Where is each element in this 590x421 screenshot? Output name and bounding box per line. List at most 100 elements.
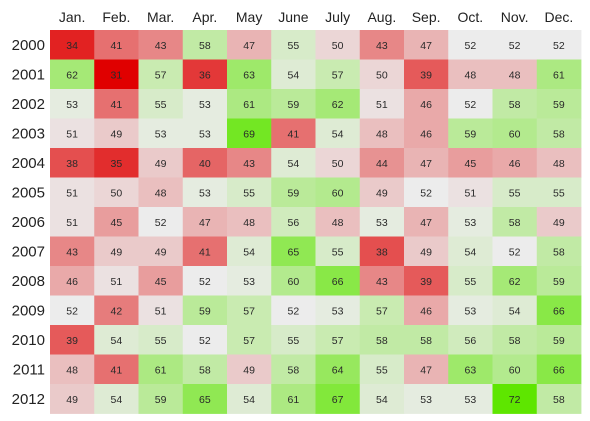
cell-value-label: 72 [509, 394, 521, 406]
cell-value-label: 59 [288, 187, 300, 199]
year-label: 2008 [12, 273, 45, 290]
heatmap-cell [448, 177, 493, 208]
cell-value-label: 52 [199, 335, 211, 347]
cell-value-label: 34 [66, 40, 78, 52]
heatmap-cell [182, 30, 228, 60]
month-label: Apr. [192, 9, 217, 25]
heatmap-cell [492, 384, 538, 414]
cell-value-label: 47 [420, 40, 432, 52]
heatmap-cell [182, 325, 228, 355]
cell-value-label: 53 [332, 305, 344, 317]
cell-value-label: 54 [243, 394, 255, 406]
cell-value-label: 31 [111, 69, 123, 81]
heatmap-cell [94, 59, 139, 90]
heatmap-cell [492, 354, 538, 385]
heatmap-cell [448, 384, 493, 414]
heatmap-cell [94, 89, 139, 119]
heatmap-cell [227, 207, 272, 237]
cell-value-label: 40 [199, 158, 211, 170]
cell-value-label: 52 [155, 217, 167, 229]
heatmap-cell [536, 30, 582, 60]
cell-value-label: 47 [420, 217, 432, 229]
cell-value-label: 41 [111, 99, 123, 111]
heatmap-cell [227, 325, 272, 355]
cell-value-label: 61 [553, 69, 565, 81]
cell-value-label: 54 [376, 394, 388, 406]
heatmap-cell [182, 148, 228, 178]
cell-value-label: 53 [199, 99, 211, 111]
cell-value-label: 54 [111, 394, 123, 406]
cell-value-label: 65 [199, 394, 211, 406]
month-label: May [236, 9, 262, 25]
cell-value-label: 56 [288, 217, 300, 229]
heatmap-cell [315, 266, 361, 296]
cell-value-label: 49 [155, 158, 167, 170]
cell-value-label: 66 [332, 276, 344, 288]
cell-value-label: 58 [288, 364, 300, 376]
heatmap-cell [271, 207, 316, 237]
heatmap-cell [271, 118, 316, 149]
heatmap-cell [492, 118, 538, 149]
heatmap-cell [448, 59, 493, 90]
month-label: Jan. [59, 9, 85, 25]
heatmap-cell [94, 177, 139, 208]
heatmap-cell [227, 118, 272, 149]
heatmap-cell [182, 295, 228, 326]
year-label: 2000 [12, 37, 45, 54]
cell-value-label: 49 [111, 128, 123, 140]
cell-value-label: 54 [111, 335, 123, 347]
cell-value-label: 39 [66, 335, 78, 347]
cell-value-label: 47 [199, 217, 211, 229]
year-label: 2012 [12, 391, 45, 408]
heatmap-cell [227, 236, 272, 267]
heatmap-cell [94, 148, 139, 178]
cell-value-label: 56 [465, 335, 477, 347]
cell-value-label: 64 [332, 364, 344, 376]
cell-value-label: 39 [420, 69, 432, 81]
cell-value-label: 47 [243, 40, 255, 52]
cell-value-label: 44 [376, 158, 388, 170]
heatmap-cell [182, 266, 228, 296]
cell-value-label: 43 [155, 40, 167, 52]
heatmap-cell [404, 354, 449, 385]
cell-value-label: 53 [199, 187, 211, 199]
cell-value-label: 45 [465, 158, 477, 170]
cell-value-label: 61 [288, 394, 300, 406]
cell-value-label: 43 [376, 40, 388, 52]
heatmap-cell [536, 89, 582, 119]
cell-value-label: 43 [243, 158, 255, 170]
cell-value-label: 53 [465, 305, 477, 317]
year-label: 2002 [12, 96, 45, 113]
cell-value-label: 53 [465, 394, 477, 406]
cell-value-label: 60 [332, 187, 344, 199]
cell-value-label: 41 [199, 246, 211, 258]
month-label: Oct. [458, 9, 484, 25]
heatmap-cell [315, 59, 361, 90]
heatmap-cell [536, 266, 582, 296]
cell-value-label: 58 [199, 364, 211, 376]
heatmap-cell [94, 266, 139, 296]
heatmap-cell [492, 59, 538, 90]
heatmap-cell [50, 207, 95, 237]
cell-value-label: 41 [288, 128, 300, 140]
cell-value-label: 63 [243, 69, 255, 81]
heatmap-cell [359, 236, 405, 267]
heatmap-cell [448, 207, 493, 237]
cell-value-label: 50 [332, 158, 344, 170]
cell-value-label: 48 [465, 69, 477, 81]
heatmap-cell [227, 295, 272, 326]
heatmap-cell [271, 59, 316, 90]
cell-value-label: 49 [243, 364, 255, 376]
cell-value-label: 60 [509, 128, 521, 140]
cell-value-label: 53 [465, 217, 477, 229]
cell-value-label: 39 [420, 276, 432, 288]
cell-value-label: 59 [199, 305, 211, 317]
heatmap-cell [94, 354, 139, 385]
heatmap-cell [315, 177, 361, 208]
heatmap-cell [94, 325, 139, 355]
cell-value-label: 45 [155, 276, 167, 288]
cell-value-label: 57 [155, 69, 167, 81]
heatmap-cell [404, 266, 449, 296]
cell-value-label: 46 [509, 158, 521, 170]
heatmap-cell [182, 177, 228, 208]
